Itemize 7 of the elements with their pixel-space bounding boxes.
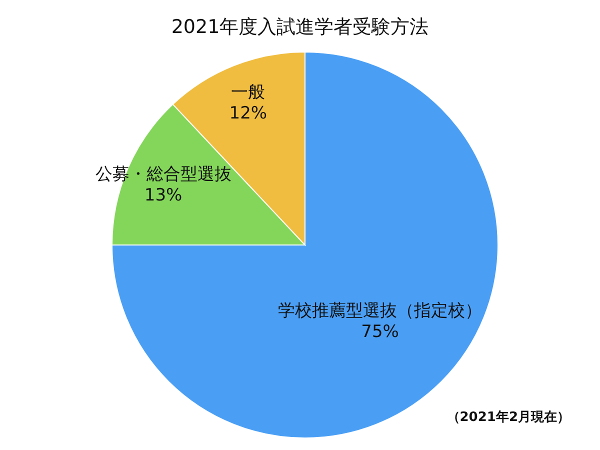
slice-label: 一般: [231, 82, 266, 102]
chart-title: 2021年度入試進学者受験方法: [170, 15, 430, 40]
data-label: 13%: [144, 186, 182, 206]
data-label: 12%: [229, 103, 268, 124]
slice-label: 学校推薦型選抜（指定校）: [278, 301, 482, 322]
data-label: 75%: [361, 322, 399, 342]
text: （2021年2月現在）: [446, 409, 570, 426]
